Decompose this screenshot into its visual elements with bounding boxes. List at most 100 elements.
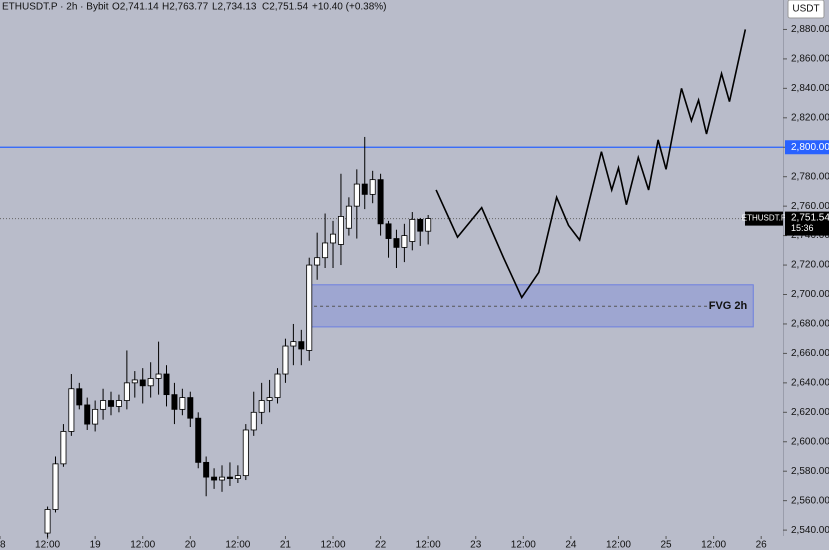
candle-body <box>345 205 352 229</box>
y-tick-label: 2,720.00 <box>791 260 829 271</box>
y-tick-label: 2,880.00 <box>791 24 829 35</box>
x-tick-label: 12:00 <box>511 540 536 550</box>
y-tick-label: 2,580.00 <box>791 466 829 477</box>
y-tick-label: 2,860.00 <box>791 54 829 65</box>
x-tick-label: 12:00 <box>606 540 631 550</box>
candle-body <box>250 411 257 431</box>
candle-body <box>195 417 202 463</box>
x-tick-label: 20 <box>185 540 197 550</box>
level-tag-label: 2,800.00 <box>791 142 829 153</box>
candle-body <box>234 475 241 479</box>
candle-body <box>306 264 313 351</box>
candle-body <box>242 429 249 477</box>
currency-box[interactable] <box>787 0 825 19</box>
candle-body <box>314 257 321 266</box>
candle-body <box>322 242 329 259</box>
candle-body <box>68 388 75 432</box>
candle-body <box>401 235 408 248</box>
y-tick-label: 2,680.00 <box>791 319 829 330</box>
price-tag-label: 2,751.54 <box>791 212 829 223</box>
symbol: ETHUSDT.P · 2h · Bybit <box>2 2 109 13</box>
x-tick-label: 12:00 <box>225 540 250 550</box>
candle-body <box>353 183 360 207</box>
x-tick-label: 23 <box>470 540 482 550</box>
candle-body <box>377 179 384 225</box>
y-tick-label: 2,620.00 <box>791 407 829 418</box>
candle-body <box>409 219 416 242</box>
candle-body <box>179 397 186 410</box>
candle-body <box>147 378 154 387</box>
y-tick-label: 2,540.00 <box>791 525 829 536</box>
candle-body <box>123 382 130 401</box>
header: ETHUSDT.P · 2h · Bybit O2,741.14 H2,763.… <box>2 2 387 13</box>
candle-body <box>203 461 210 478</box>
candle-body <box>298 341 305 350</box>
y-tick-label: 2,760.00 <box>791 201 829 212</box>
candle-body <box>211 476 218 481</box>
candle-body <box>155 373 162 379</box>
candle-body <box>369 179 376 195</box>
x-tick-label: 26 <box>756 540 768 550</box>
x-tick-label: 21 <box>280 540 292 550</box>
x-tick-label: 24 <box>565 540 577 550</box>
symbol-tag-label: ETHUSDT.P <box>742 214 786 223</box>
x-tick-label: 12:00 <box>35 540 60 550</box>
y-tick-label: 2,780.00 <box>791 171 829 182</box>
candle-body <box>337 216 344 245</box>
candle-body <box>266 397 273 401</box>
candle-body <box>226 476 233 479</box>
ohlc-change: +10.40 (+0.38%) <box>312 2 387 13</box>
candle-body <box>425 218 432 232</box>
candle-body <box>330 233 336 244</box>
candle-body <box>187 397 194 419</box>
candle-body <box>115 400 122 407</box>
countdown: 15:36 <box>791 223 814 233</box>
y-tick-label: 2,640.00 <box>791 377 829 388</box>
ohlc-open: O2,741.14 <box>112 2 159 13</box>
y-tick-label: 2,820.00 <box>791 112 829 123</box>
candle-body <box>258 400 265 413</box>
y-tick-label: 2,840.00 <box>791 83 829 94</box>
candle-body <box>290 341 297 347</box>
fvg-label: FVG 2h <box>709 300 748 312</box>
x-tick-label: 22 <box>375 540 387 550</box>
candle-body <box>52 463 59 510</box>
candle-body <box>100 400 107 410</box>
projection-path <box>435 29 747 300</box>
candle-body <box>44 509 51 534</box>
candle-body <box>393 238 400 248</box>
candle-body <box>84 404 91 425</box>
price-tag <box>785 211 829 236</box>
currency: USDT <box>792 4 819 15</box>
candle-body <box>139 379 146 387</box>
x-tick-label: 18 <box>0 540 6 550</box>
candle-body <box>108 400 114 407</box>
ohlc-low: L2,734.13 <box>212 2 257 13</box>
candle-body <box>163 373 170 396</box>
ohlc-high: H2,763.77 <box>162 2 209 13</box>
candle-body <box>417 219 424 232</box>
candle-body <box>361 183 368 195</box>
candle-body <box>76 388 83 406</box>
x-tick-label: 12:00 <box>701 540 726 550</box>
y-tick-label: 2,740.00 <box>791 230 829 241</box>
y-tick-label: 2,660.00 <box>791 348 829 359</box>
ohlc-close: C2,751.54 <box>262 2 309 13</box>
candle-body <box>282 345 289 375</box>
x-tick-label: 25 <box>660 540 672 550</box>
y-tick-label: 2,560.00 <box>791 495 829 506</box>
candle-body <box>219 476 225 481</box>
y-tick-label: 2,600.00 <box>791 436 829 447</box>
x-tick-label: 19 <box>90 540 102 550</box>
level-tag <box>785 140 829 155</box>
candle-body <box>274 373 281 398</box>
x-tick-label: 12:00 <box>321 540 346 550</box>
candle-body <box>60 431 67 465</box>
x-tick-label: 12:00 <box>416 540 441 550</box>
candle-body <box>171 394 178 410</box>
x-tick-label: 12:00 <box>130 540 155 550</box>
candle-body <box>92 408 99 425</box>
y-tick-label: 2,700.00 <box>791 289 829 300</box>
